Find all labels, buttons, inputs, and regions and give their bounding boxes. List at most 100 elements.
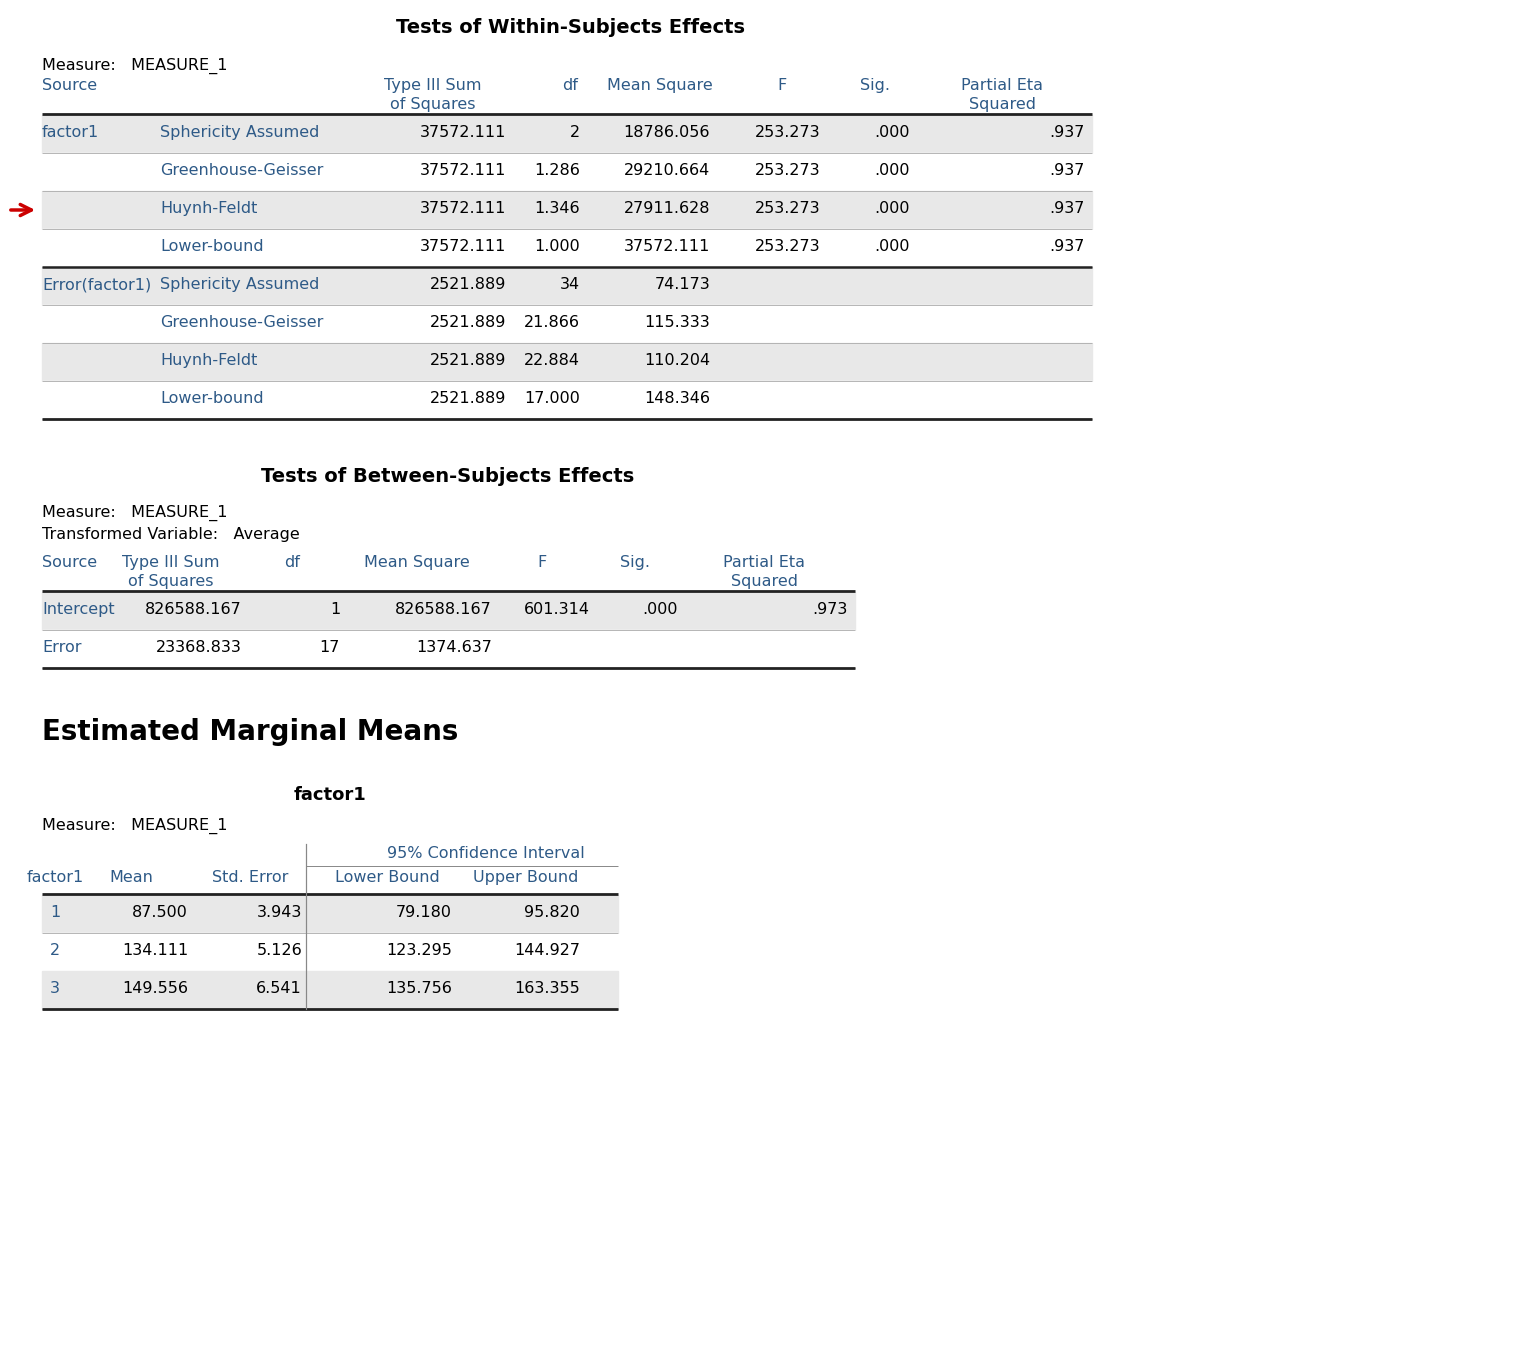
Text: 17.000: 17.000 bbox=[525, 391, 580, 405]
Text: .937: .937 bbox=[1049, 163, 1085, 178]
Text: Measure:   MEASURE_1: Measure: MEASURE_1 bbox=[41, 504, 227, 521]
Bar bbox=[41, 343, 1092, 381]
Text: 6.541: 6.541 bbox=[256, 980, 302, 997]
Text: 5.126: 5.126 bbox=[256, 942, 302, 957]
Text: .000: .000 bbox=[874, 163, 910, 178]
Text: 1: 1 bbox=[330, 602, 341, 617]
Text: Estimated Marginal Means: Estimated Marginal Means bbox=[41, 717, 459, 746]
Text: 2521.889: 2521.889 bbox=[430, 353, 506, 367]
Text: .000: .000 bbox=[874, 201, 910, 216]
Text: Type III Sum
of Squares: Type III Sum of Squares bbox=[123, 555, 219, 589]
Text: .000: .000 bbox=[874, 239, 910, 254]
Text: df: df bbox=[284, 555, 301, 570]
Text: Sphericity Assumed: Sphericity Assumed bbox=[160, 125, 319, 140]
Text: 135.756: 135.756 bbox=[387, 980, 453, 997]
Text: 134.111: 134.111 bbox=[121, 942, 189, 957]
Text: df: df bbox=[561, 79, 578, 94]
Bar bbox=[41, 933, 618, 971]
Text: Partial Eta
Squared: Partial Eta Squared bbox=[960, 79, 1043, 111]
Text: Partial Eta
Squared: Partial Eta Squared bbox=[723, 555, 805, 589]
Bar bbox=[41, 153, 1092, 191]
Text: Intercept: Intercept bbox=[41, 602, 115, 617]
Text: 826588.167: 826588.167 bbox=[146, 602, 242, 617]
Text: Greenhouse-Geisser: Greenhouse-Geisser bbox=[160, 315, 324, 330]
Bar bbox=[41, 381, 1092, 419]
Text: 37572.111: 37572.111 bbox=[624, 239, 710, 254]
Text: Tests of Within-Subjects Effects: Tests of Within-Subjects Effects bbox=[396, 18, 744, 37]
Text: Mean: Mean bbox=[109, 871, 153, 885]
Text: 23368.833: 23368.833 bbox=[156, 640, 242, 655]
Text: 37572.111: 37572.111 bbox=[420, 163, 506, 178]
Text: 74.173: 74.173 bbox=[653, 277, 710, 292]
Text: Lower-bound: Lower-bound bbox=[160, 391, 264, 405]
Text: 1.286: 1.286 bbox=[534, 163, 580, 178]
Text: 95% Confidence Interval: 95% Confidence Interval bbox=[387, 846, 584, 861]
Text: 826588.167: 826588.167 bbox=[396, 602, 492, 617]
Text: 2: 2 bbox=[569, 125, 580, 140]
Text: factor1: factor1 bbox=[293, 786, 367, 804]
Text: 1374.637: 1374.637 bbox=[416, 640, 492, 655]
Text: 37572.111: 37572.111 bbox=[420, 239, 506, 254]
Text: 253.273: 253.273 bbox=[755, 163, 821, 178]
Text: F: F bbox=[537, 555, 546, 570]
Text: .937: .937 bbox=[1049, 239, 1085, 254]
Text: 149.556: 149.556 bbox=[123, 980, 189, 997]
Text: Measure:   MEASURE_1: Measure: MEASURE_1 bbox=[41, 58, 227, 75]
Text: 1.346: 1.346 bbox=[534, 201, 580, 216]
Text: Sig.: Sig. bbox=[620, 555, 650, 570]
Text: .937: .937 bbox=[1049, 125, 1085, 140]
Text: 601.314: 601.314 bbox=[525, 602, 591, 617]
Text: Type III Sum
of Squares: Type III Sum of Squares bbox=[384, 79, 482, 111]
Text: Upper Bound: Upper Bound bbox=[474, 871, 578, 885]
Text: 3: 3 bbox=[51, 980, 60, 997]
Text: Error(factor1): Error(factor1) bbox=[41, 277, 152, 292]
Bar bbox=[41, 229, 1092, 267]
Text: Lower-bound: Lower-bound bbox=[160, 239, 264, 254]
Bar bbox=[41, 305, 1092, 343]
Text: F: F bbox=[778, 79, 787, 94]
Text: 79.180: 79.180 bbox=[396, 904, 453, 919]
Text: .973: .973 bbox=[813, 602, 848, 617]
Text: factor1: factor1 bbox=[26, 871, 84, 885]
Bar bbox=[41, 267, 1092, 305]
Text: 37572.111: 37572.111 bbox=[420, 201, 506, 216]
Text: 1.000: 1.000 bbox=[534, 239, 580, 254]
Text: 115.333: 115.333 bbox=[644, 315, 710, 330]
Text: 21.866: 21.866 bbox=[525, 315, 580, 330]
Bar bbox=[41, 971, 618, 1009]
Text: Lower Bound: Lower Bound bbox=[334, 871, 439, 885]
Text: Huynh-Feldt: Huynh-Feldt bbox=[160, 353, 258, 367]
Text: 34: 34 bbox=[560, 277, 580, 292]
Text: 95.820: 95.820 bbox=[525, 904, 580, 919]
Text: 2: 2 bbox=[51, 942, 60, 957]
Text: 27911.628: 27911.628 bbox=[623, 201, 710, 216]
Bar bbox=[41, 191, 1092, 229]
Bar bbox=[41, 115, 1092, 153]
Text: Mean Square: Mean Square bbox=[607, 79, 713, 94]
Text: Greenhouse-Geisser: Greenhouse-Geisser bbox=[160, 163, 324, 178]
Text: .000: .000 bbox=[643, 602, 678, 617]
Text: 17: 17 bbox=[319, 640, 341, 655]
Text: .000: .000 bbox=[874, 125, 910, 140]
Text: Error: Error bbox=[41, 640, 81, 655]
Text: 18786.056: 18786.056 bbox=[623, 125, 710, 140]
Text: 2521.889: 2521.889 bbox=[430, 391, 506, 405]
Text: 144.927: 144.927 bbox=[514, 942, 580, 957]
Text: Mean Square: Mean Square bbox=[364, 555, 469, 570]
Text: 2521.889: 2521.889 bbox=[430, 315, 506, 330]
Bar bbox=[41, 593, 854, 631]
Text: 29210.664: 29210.664 bbox=[624, 163, 710, 178]
Text: Huynh-Feldt: Huynh-Feldt bbox=[160, 201, 258, 216]
Text: Std. Error: Std. Error bbox=[212, 871, 288, 885]
Text: factor1: factor1 bbox=[41, 125, 100, 140]
Text: 253.273: 253.273 bbox=[755, 201, 821, 216]
Text: 148.346: 148.346 bbox=[644, 391, 710, 405]
Bar bbox=[41, 631, 854, 669]
Text: 123.295: 123.295 bbox=[387, 942, 453, 957]
Text: 1: 1 bbox=[51, 904, 60, 919]
Text: Sphericity Assumed: Sphericity Assumed bbox=[160, 277, 319, 292]
Text: 37572.111: 37572.111 bbox=[420, 125, 506, 140]
Text: 2521.889: 2521.889 bbox=[430, 277, 506, 292]
Text: Tests of Between-Subjects Effects: Tests of Between-Subjects Effects bbox=[261, 466, 635, 485]
Text: 87.500: 87.500 bbox=[132, 904, 189, 919]
